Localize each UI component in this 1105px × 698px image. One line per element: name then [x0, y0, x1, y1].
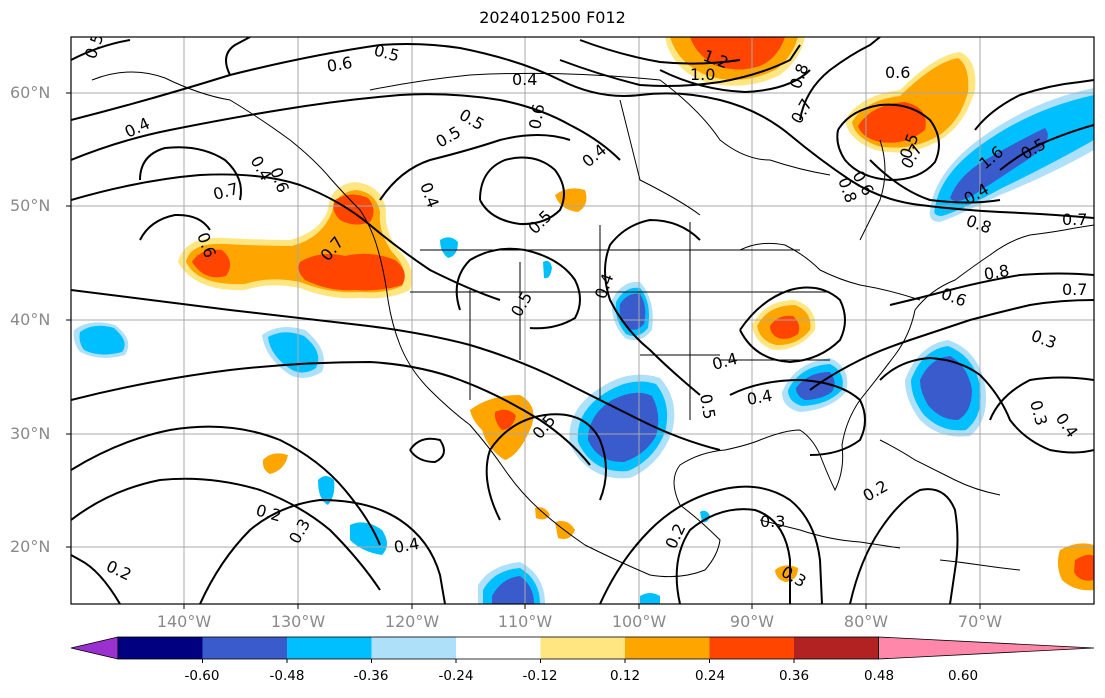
shade-east-blue-dark — [950, 128, 1048, 202]
colorbar-frame — [117, 636, 879, 660]
colorbar — [70, 636, 1095, 663]
colorbar-tick-label: 0.36 — [778, 668, 810, 684]
contour-label: 0.7 — [1062, 210, 1087, 229]
colorbar-segment — [371, 637, 457, 659]
colorbar-segment — [202, 637, 288, 659]
colorbar-segment — [794, 637, 879, 659]
colorbar-tick-label: 0.24 — [694, 668, 726, 684]
shade-ocean-orange-small — [262, 453, 288, 474]
contour-label: 0.5 — [696, 392, 719, 420]
shade-gulf-blue-small — [700, 510, 710, 523]
lat-label: 30°N — [10, 424, 51, 443]
contour-lines — [71, 37, 1094, 604]
contour-label: 0.7 — [787, 95, 816, 127]
map-title: 2024012500 F012 — [479, 8, 626, 27]
contour-label: 0.2 — [254, 501, 284, 526]
contour-label: 0.5 — [433, 122, 465, 151]
contour-label: 0.6 — [885, 63, 910, 82]
shade-gulf-orange — [775, 565, 798, 582]
contour-label: 0.3 — [285, 515, 314, 547]
contour-label: 0.4 — [591, 271, 618, 301]
lat-label: 40°N — [10, 310, 51, 329]
colorbar-tick-label: -0.48 — [269, 668, 305, 684]
contour-label: 0.4 — [1052, 409, 1082, 441]
shade-ocean-blue-small — [318, 476, 335, 505]
colorbar-tick-label: 0.12 — [609, 668, 641, 684]
shade-north-red — [690, 37, 785, 70]
shade-baja-blue — [350, 522, 387, 555]
colorbar-segment — [540, 637, 626, 659]
lon-label: 70°W — [957, 612, 1003, 631]
contour-label: 0.6 — [939, 284, 969, 311]
colorbar-tick-label: -0.24 — [438, 668, 474, 684]
shade-nm-red — [494, 409, 516, 430]
colorbar-segment — [625, 637, 710, 659]
lon-label: 100°W — [611, 612, 667, 631]
colorbar-tick-label: -0.36 — [353, 668, 389, 684]
contour-label: 0.4 — [122, 114, 153, 142]
colorbar-arrow-right — [878, 636, 1095, 660]
shade-mexico-blue-dark — [492, 576, 534, 604]
contour-label: 0.8 — [982, 261, 1010, 284]
contour-label: 0.4 — [512, 70, 537, 89]
lon-label: 120°W — [384, 612, 440, 631]
contour-label: 0.2 — [860, 476, 892, 505]
lat-label: 60°N — [10, 83, 51, 102]
lat-label: 50°N — [10, 196, 51, 215]
shade-pacific-red-3 — [333, 194, 374, 225]
shade-hawaii-blue — [79, 325, 125, 355]
contour-label: 0.8 — [964, 211, 994, 238]
lon-label: 110°W — [497, 612, 553, 631]
contour-label: 0.5 — [524, 206, 555, 237]
axis-ticks — [66, 92, 981, 609]
contour-label: 0.5 — [456, 105, 488, 134]
contour-label: 0.4 — [745, 386, 773, 409]
contour-label: 0.3 — [1029, 326, 1059, 353]
colorbar-segment — [456, 637, 541, 659]
contour-label: 0.3 — [760, 512, 785, 531]
lon-label: 80°W — [843, 612, 889, 631]
shade-idaho-blue — [440, 237, 458, 258]
shade-pacific-red-2 — [298, 253, 405, 291]
shade-mexico-orange — [535, 507, 550, 520]
contour-label: 0.6 — [325, 53, 353, 76]
coastlines — [91, 71, 1094, 578]
contour-label: 0.6 — [525, 102, 548, 130]
shade-offshore-blue — [268, 332, 319, 373]
colorbar-tick-label: 0.60 — [947, 668, 979, 684]
contour-label: 0.7 — [1062, 280, 1087, 299]
shade-yucatan-blue — [640, 593, 660, 604]
colorbar-segment — [287, 637, 372, 659]
shade-pacific-red-1 — [192, 249, 231, 278]
shade-wy-blue — [543, 260, 552, 279]
shade-ohio-red — [770, 315, 800, 339]
contour-label: 1.0 — [690, 65, 715, 84]
contour-label: 0.2 — [103, 556, 134, 584]
shade-atl-dark — [920, 356, 972, 420]
contour-label: 0.4 — [392, 534, 420, 557]
contour-label: 0.7 — [211, 179, 241, 204]
contour-label: 0.4 — [578, 140, 610, 171]
contour-label: 0.3 — [1026, 398, 1051, 428]
lat-label: 20°N — [10, 537, 51, 556]
contour-label: 0.5 — [507, 288, 536, 320]
colorbar-tick-label: -0.60 — [184, 668, 220, 684]
contour-label: 0.4 — [710, 349, 740, 374]
colorbar-segment — [118, 637, 203, 659]
contour-label: 0.5 — [81, 31, 108, 61]
colorbar-arrow-left — [70, 636, 119, 660]
shade-caribbean-red — [1074, 554, 1094, 581]
colorbar-tick-label: 0.48 — [863, 668, 895, 684]
colorbar-segment — [709, 637, 795, 659]
colorbar-tick-label: -0.12 — [522, 668, 558, 684]
lon-label: 140°W — [156, 612, 212, 631]
shade-sw-dark — [588, 392, 659, 463]
lon-label: 130°W — [270, 612, 326, 631]
shade-hudson-red — [858, 102, 926, 143]
lon-label: 90°W — [729, 612, 775, 631]
